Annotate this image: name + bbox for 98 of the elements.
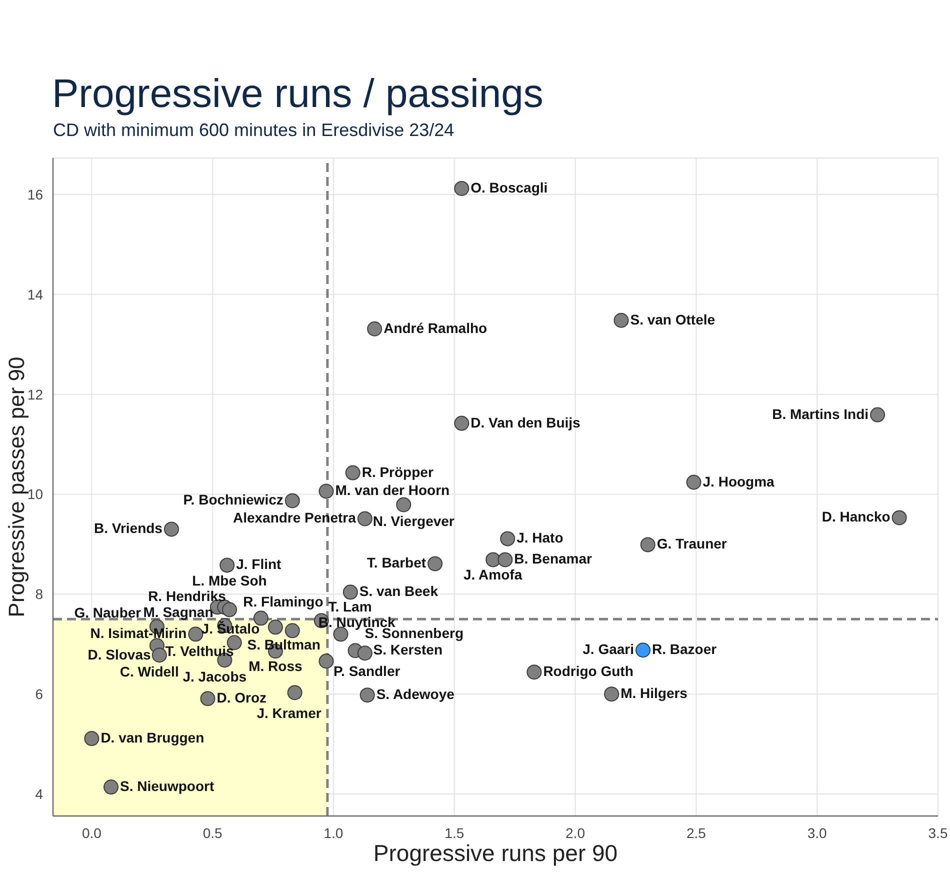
annotation: M. van der Hoorn [335,482,450,498]
point [200,691,216,706]
point [454,180,470,196]
annotation: J. Flint [236,556,282,572]
annotation: M. Hilgers [620,685,688,702]
y-tick-label: 12 [27,386,44,402]
y-tick-label: 10 [27,486,44,502]
annotation: R. Bazoer [652,641,718,658]
annotation: N. Isimat-Mirin [90,625,187,642]
annotation: André Ramalho [384,320,488,336]
annotation: M. Ross [248,658,303,674]
annotation: J. Hato [516,530,564,546]
annotation: Alexandre Penetra [232,510,356,526]
annotation: O. Boscagli [470,179,548,196]
annotation: T. Velthuis [165,642,234,659]
point [636,642,650,658]
x-tick-label: 1.5 [444,824,464,841]
annotation: B. Vriends [94,520,163,536]
annotation: R. Pröpper [362,464,434,480]
annotation: M. Sagnan [143,604,214,620]
x-axis-title: Progressive runs per 90 [373,840,618,866]
point [614,312,629,328]
point [284,493,300,508]
y-tick-label: 6 [35,686,44,702]
annotation: S. Adewoye [376,686,455,702]
x-tick-label: 0.0 [82,824,102,841]
point [152,648,167,663]
annotation: S. Bultman [247,636,320,652]
annotation: J. Hoogma [702,473,775,490]
point [604,686,620,702]
annotation: G. Trauner [656,536,728,552]
y-tick-label: 8 [35,586,44,602]
x-tick-label: 2.0 [566,824,586,841]
annotation: S. Kersten [373,642,443,658]
point [188,626,204,642]
annotation: R. Flamingo [243,594,324,610]
annotation: P. Bochniewicz [183,492,284,508]
point [454,416,470,431]
point [268,620,283,635]
chart-title: Progressive runs / passings [52,72,544,116]
point [84,731,100,746]
point [486,552,501,568]
point [640,537,656,552]
annotation: B. Benamar [514,550,593,567]
x-tick-label: 2.5 [686,824,706,841]
chart-subtitle: CD with minimum 600 minutes in Eresdivise 23/24 [53,119,454,141]
annotation: J. Gaari [582,641,634,658]
x-tick-label: 1.0 [324,824,344,841]
y-tick-label: 16 [27,186,44,202]
annotation: D. van Bruggen [100,730,204,746]
annotation: S. Nieuwpoort [120,778,214,794]
point [367,321,382,336]
point [686,474,702,490]
annotation: D. Hancko [822,508,890,525]
annotation: S. van Beek [359,583,438,600]
annotation: J. Amofa [464,566,522,583]
point [498,552,513,568]
x-tick-label: 3.0 [807,824,828,841]
annotation: B. Martins Indi [772,406,869,422]
annotation: D. Oroz [216,690,267,706]
annotation: L. Mbe Soh [192,572,267,589]
y-axis-title: Progressive passes per 90 [4,356,28,618]
annotation: N. Viergever [372,513,455,530]
annotation: D. Slovas [88,646,151,663]
annotation: C. Widell [120,664,179,680]
annotation: J. Jacobs [182,668,247,685]
annotation: S. van Ottele [630,311,716,328]
point [526,664,542,680]
y-tick-label: 4 [35,786,44,802]
point [357,511,372,526]
point [360,688,375,703]
annotation: T. Lam [328,598,372,614]
point [870,407,886,422]
point [357,646,372,661]
annotation: R. Hendriks [148,588,226,604]
point [345,465,360,480]
point [318,654,334,669]
point [104,780,119,795]
point [892,510,907,526]
point [500,531,516,546]
point [318,484,334,499]
annotation: D. Van den Buijs [470,414,581,430]
point [164,522,179,537]
annotation: G. Nauber [74,604,142,620]
annotation: T. Barbet [366,554,426,571]
annotation: Rodrigo Guth [543,663,634,680]
annotation: P. Sandler [334,663,401,679]
point [222,602,238,618]
annotation: J. Kramer [256,705,322,722]
x-tick-label: 0.5 [202,824,223,841]
x-tick-label: 3.5 [928,824,948,841]
point [428,556,443,572]
y-tick-label: 14 [27,286,44,302]
point [220,558,235,573]
point [284,623,300,638]
point [342,584,358,600]
point [396,497,412,512]
point [287,685,302,700]
